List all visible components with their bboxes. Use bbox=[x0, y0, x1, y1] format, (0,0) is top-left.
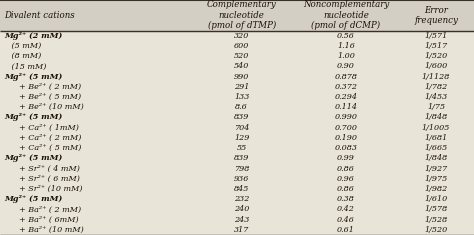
Text: + Sr²⁺ ( 4 mM): + Sr²⁺ ( 4 mM) bbox=[4, 164, 80, 172]
Text: 1/520: 1/520 bbox=[424, 226, 448, 234]
Text: 0.86: 0.86 bbox=[337, 164, 355, 172]
Text: 1/571: 1/571 bbox=[424, 32, 448, 40]
Text: 936: 936 bbox=[234, 175, 249, 183]
Text: 8.6: 8.6 bbox=[236, 103, 248, 111]
Text: 1/600: 1/600 bbox=[424, 62, 448, 70]
Text: 798: 798 bbox=[234, 164, 249, 172]
Text: Noncomplementary
nucleotide
(pmol of dCMP): Noncomplementary nucleotide (pmol of dCM… bbox=[303, 0, 389, 30]
Text: 129: 129 bbox=[234, 134, 249, 142]
Text: 0.38: 0.38 bbox=[337, 195, 355, 203]
Text: (5 mM): (5 mM) bbox=[4, 42, 41, 50]
Text: 1/520: 1/520 bbox=[424, 52, 448, 60]
Text: 600: 600 bbox=[234, 42, 249, 50]
Text: 1.00: 1.00 bbox=[337, 52, 355, 60]
Text: + Ca²⁺ ( 1mM): + Ca²⁺ ( 1mM) bbox=[4, 124, 79, 132]
Text: 0.083: 0.083 bbox=[335, 144, 357, 152]
Text: + Be²⁺ (10 mM): + Be²⁺ (10 mM) bbox=[4, 103, 83, 111]
Text: 1/681: 1/681 bbox=[424, 134, 448, 142]
Text: 0.61: 0.61 bbox=[337, 226, 355, 234]
Text: 0.90: 0.90 bbox=[337, 62, 355, 70]
Text: + Ba²⁺ (10 mM): + Ba²⁺ (10 mM) bbox=[4, 226, 83, 234]
Text: 520: 520 bbox=[234, 52, 249, 60]
Text: 0.878: 0.878 bbox=[335, 73, 357, 81]
Text: 540: 540 bbox=[234, 62, 249, 70]
Text: Mg²⁺ (5 mM): Mg²⁺ (5 mM) bbox=[4, 154, 62, 162]
Text: 320: 320 bbox=[234, 32, 249, 40]
Text: 240: 240 bbox=[234, 205, 249, 213]
Text: 0.46: 0.46 bbox=[337, 216, 355, 224]
Text: Mg²⁺ (5 mM): Mg²⁺ (5 mM) bbox=[4, 195, 62, 203]
Text: 1/1005: 1/1005 bbox=[422, 124, 450, 132]
Text: 1/610: 1/610 bbox=[424, 195, 448, 203]
Text: 1/1128: 1/1128 bbox=[422, 73, 450, 81]
Text: 0.990: 0.990 bbox=[335, 114, 357, 121]
Text: 1/75: 1/75 bbox=[427, 103, 445, 111]
Text: 1/927: 1/927 bbox=[424, 164, 448, 172]
Text: 1/982: 1/982 bbox=[424, 185, 448, 193]
Text: 133: 133 bbox=[234, 93, 249, 101]
Text: 0.96: 0.96 bbox=[337, 175, 355, 183]
Text: Mg²⁺ (5 mM): Mg²⁺ (5 mM) bbox=[4, 73, 62, 81]
Text: (8 mM): (8 mM) bbox=[4, 52, 41, 60]
Text: 1/528: 1/528 bbox=[424, 216, 448, 224]
Text: 0.372: 0.372 bbox=[335, 83, 357, 91]
Text: 1.16: 1.16 bbox=[337, 42, 355, 50]
Text: + Be²⁺ ( 5 mM): + Be²⁺ ( 5 mM) bbox=[4, 93, 81, 101]
Bar bbox=[0, 0, 474, 31]
Text: 1/975: 1/975 bbox=[424, 175, 448, 183]
Text: (15 mM): (15 mM) bbox=[4, 62, 46, 70]
Text: 0.99: 0.99 bbox=[337, 154, 355, 162]
Text: 317: 317 bbox=[234, 226, 249, 234]
Text: Complementary
nucleotide
(pmol of dTMP): Complementary nucleotide (pmol of dTMP) bbox=[207, 0, 277, 30]
Text: 232: 232 bbox=[234, 195, 249, 203]
Text: 0.56: 0.56 bbox=[337, 32, 355, 40]
Text: + Sr²⁺ ( 6 mM): + Sr²⁺ ( 6 mM) bbox=[4, 175, 80, 183]
Text: 1/578: 1/578 bbox=[424, 205, 448, 213]
Text: + Ba²⁺ ( 6mM): + Ba²⁺ ( 6mM) bbox=[4, 216, 78, 224]
Text: 0.190: 0.190 bbox=[335, 134, 357, 142]
Text: 1/517: 1/517 bbox=[424, 42, 448, 50]
Text: 243: 243 bbox=[234, 216, 249, 224]
Text: Mg²⁺ (5 mM): Mg²⁺ (5 mM) bbox=[4, 114, 62, 121]
Text: 839: 839 bbox=[234, 114, 249, 121]
Text: 1/848: 1/848 bbox=[424, 114, 448, 121]
Text: 291: 291 bbox=[234, 83, 249, 91]
Text: 1/782: 1/782 bbox=[424, 83, 448, 91]
Text: 990: 990 bbox=[234, 73, 249, 81]
Text: + Ca²⁺ ( 5 mM): + Ca²⁺ ( 5 mM) bbox=[4, 144, 81, 152]
Text: 55: 55 bbox=[237, 144, 247, 152]
Text: 839: 839 bbox=[234, 154, 249, 162]
Text: + Be²⁺ ( 2 mM): + Be²⁺ ( 2 mM) bbox=[4, 83, 81, 91]
Text: 704: 704 bbox=[234, 124, 249, 132]
Text: 1/848: 1/848 bbox=[424, 154, 448, 162]
Text: 1/453: 1/453 bbox=[424, 93, 448, 101]
Text: + Ba²⁺ ( 2 mM): + Ba²⁺ ( 2 mM) bbox=[4, 205, 81, 213]
Text: + Ca²⁺ ( 2 mM): + Ca²⁺ ( 2 mM) bbox=[4, 134, 81, 142]
Text: 0.294: 0.294 bbox=[335, 93, 357, 101]
Text: 1/665: 1/665 bbox=[424, 144, 448, 152]
Text: 845: 845 bbox=[234, 185, 249, 193]
Text: Divalent cations: Divalent cations bbox=[4, 11, 74, 20]
Text: 0.114: 0.114 bbox=[335, 103, 357, 111]
Text: 0.700: 0.700 bbox=[335, 124, 357, 132]
Text: Mg²⁺ (2 mM): Mg²⁺ (2 mM) bbox=[4, 32, 62, 40]
Text: 0.42: 0.42 bbox=[337, 205, 355, 213]
Text: Error
frequency: Error frequency bbox=[414, 6, 458, 25]
Text: 0.86: 0.86 bbox=[337, 185, 355, 193]
Text: + Sr²⁺ (10 mM): + Sr²⁺ (10 mM) bbox=[4, 185, 82, 193]
